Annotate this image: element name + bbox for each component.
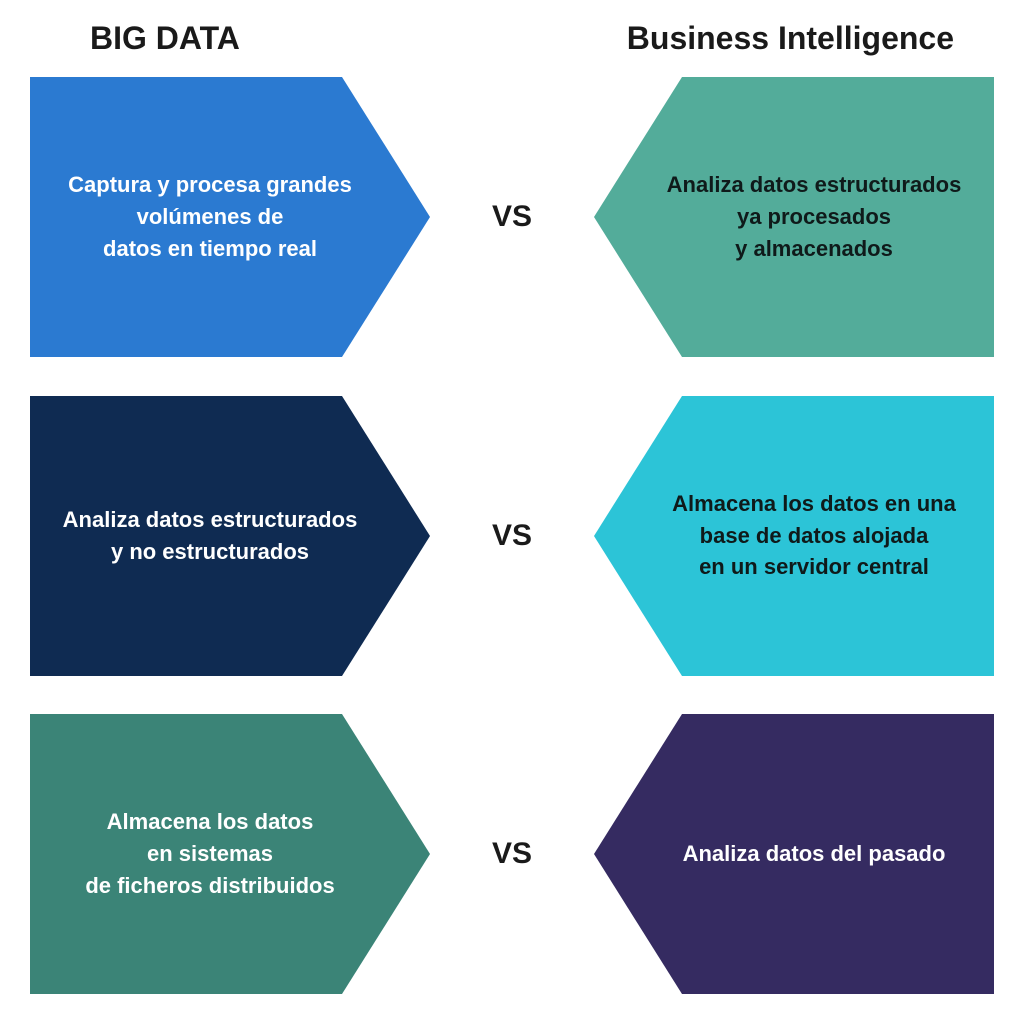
right-arrow-shape-1: Analiza datos estructurados ya procesado… — [594, 77, 994, 357]
vs-label-2: VS — [452, 519, 572, 553]
right-text-2: Almacena los datos en una base de datos … — [612, 488, 976, 584]
infographic-container: BIG DATA Business Intelligence Captura y… — [0, 0, 1024, 1024]
comparison-row-1: Captura y procesa grandes volúmenes de d… — [30, 77, 994, 357]
right-arrow-shape-2: Almacena los datos en una base de datos … — [594, 396, 994, 676]
left-text-3: Almacena los datos en sistemas de ficher… — [65, 806, 394, 902]
right-arrow-shape-3: Analiza datos del pasado — [594, 714, 994, 994]
comparison-row-3: Almacena los datos en sistemas de ficher… — [30, 714, 994, 994]
right-text-1: Analiza datos estructurados ya procesado… — [607, 169, 982, 265]
vs-label-3: VS — [452, 837, 572, 871]
header-row: BIG DATA Business Intelligence — [30, 20, 994, 67]
comparison-rows: Captura y procesa grandes volúmenes de d… — [30, 67, 994, 994]
right-text-3: Analiza datos del pasado — [623, 838, 966, 870]
vs-label-1: VS — [452, 200, 572, 234]
comparison-row-2: Analiza datos estructurados y no estruct… — [30, 396, 994, 676]
header-left: BIG DATA — [90, 20, 240, 57]
header-right: Business Intelligence — [627, 20, 954, 57]
left-text-1: Captura y procesa grandes volúmenes de d… — [48, 169, 412, 265]
left-arrow-shape-1: Captura y procesa grandes volúmenes de d… — [30, 77, 430, 357]
left-arrow-shape-2: Analiza datos estructurados y no estruct… — [30, 396, 430, 676]
left-arrow-shape-3: Almacena los datos en sistemas de ficher… — [30, 714, 430, 994]
left-text-2: Analiza datos estructurados y no estruct… — [43, 504, 418, 568]
